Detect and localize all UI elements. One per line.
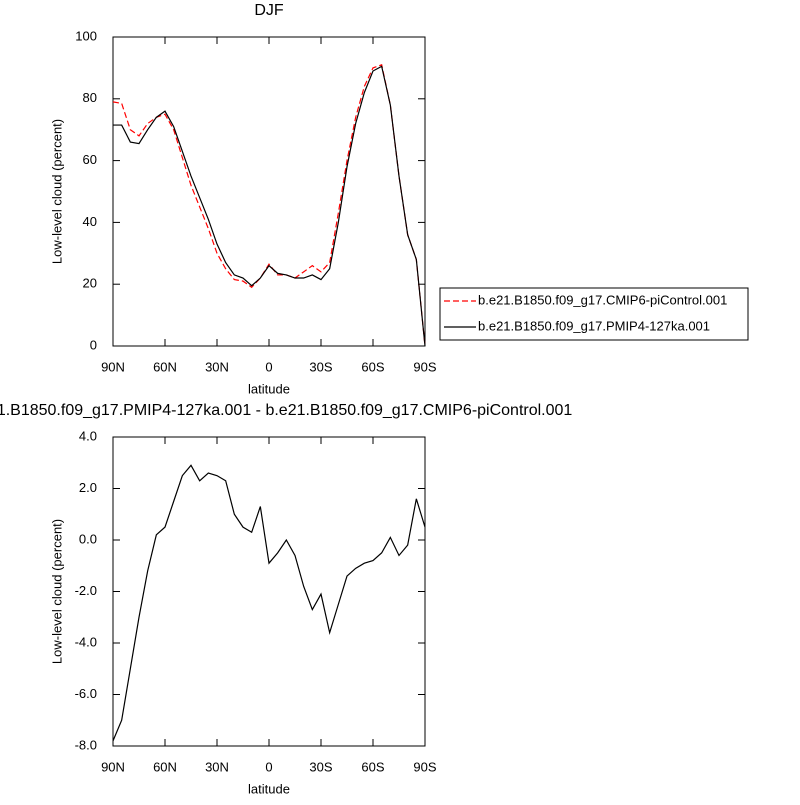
legend-label: b.e21.B1850.f09_g17.PMIP4-127ka.001 bbox=[478, 318, 710, 333]
x-tick-label: 30N bbox=[205, 759, 229, 774]
y-tick-label: 100 bbox=[75, 28, 97, 43]
x-axis-label: latitude bbox=[248, 781, 290, 796]
legend-box bbox=[439, 287, 749, 341]
y-tick-label: 80 bbox=[83, 90, 97, 105]
y-tick-label: -8.0 bbox=[75, 737, 97, 752]
y-tick-label: 4.0 bbox=[79, 428, 97, 443]
plot-frame bbox=[112, 36, 426, 347]
legend: b.e21.B1850.f09_g17.CMIP6-piControl.001b… bbox=[439, 287, 749, 341]
y-axis-label: Low-level cloud (percent) bbox=[49, 119, 64, 264]
x-tick-label: 60N bbox=[153, 759, 177, 774]
y-tick-label: -2.0 bbox=[75, 583, 97, 598]
x-tick-label: 90S bbox=[413, 759, 436, 774]
plot-frame bbox=[112, 436, 426, 747]
chart-panel: DJF 90N 60N 30N 0 30S 60S 90S 0 20 40 60 80 100 latitu… bbox=[49, 2, 749, 396]
y-tick-label: -4.0 bbox=[75, 634, 97, 649]
x-tick-label: 60N bbox=[153, 359, 177, 374]
chart-title: DJF bbox=[254, 2, 284, 19]
y-axis-label: Low-level cloud (percent) bbox=[49, 519, 64, 664]
data-line bbox=[112, 464, 426, 742]
x-tick-label: 0 bbox=[265, 759, 272, 774]
x-tick-label: 90N bbox=[101, 359, 125, 374]
x-tick-label: 90N bbox=[101, 759, 125, 774]
y-tick-label: 0 bbox=[90, 337, 97, 352]
chart-title: b.e21.B1850.f09_g17.PMIP4-127ka.001 - b.… bbox=[0, 402, 572, 419]
x-tick-label: 30N bbox=[205, 359, 229, 374]
y-tick-label: 20 bbox=[83, 276, 97, 291]
x-tick-label: 30S bbox=[309, 759, 332, 774]
y-tick-label: 0.0 bbox=[79, 531, 97, 546]
data-line bbox=[113, 65, 426, 347]
x-tick-label: 60S bbox=[361, 759, 384, 774]
x-tick-label: 30S bbox=[309, 359, 332, 374]
y-tick-label: 40 bbox=[83, 214, 97, 229]
x-tick-label: 90S bbox=[413, 359, 436, 374]
x-axis-label: latitude bbox=[248, 381, 290, 396]
x-tick-label: 0 bbox=[265, 359, 272, 374]
data-line bbox=[112, 64, 426, 347]
y-tick-label: 60 bbox=[83, 152, 97, 167]
x-tick-label: 60S bbox=[361, 359, 384, 374]
y-tick-label: 2.0 bbox=[79, 480, 97, 495]
legend-label: b.e21.B1850.f09_g17.CMIP6-piControl.001 bbox=[478, 292, 727, 307]
y-tick-label: -6.0 bbox=[75, 686, 97, 701]
chart-panel: b.e21.B1850.f09_g17.PMIP4-127ka.001 - b.… bbox=[0, 402, 572, 796]
